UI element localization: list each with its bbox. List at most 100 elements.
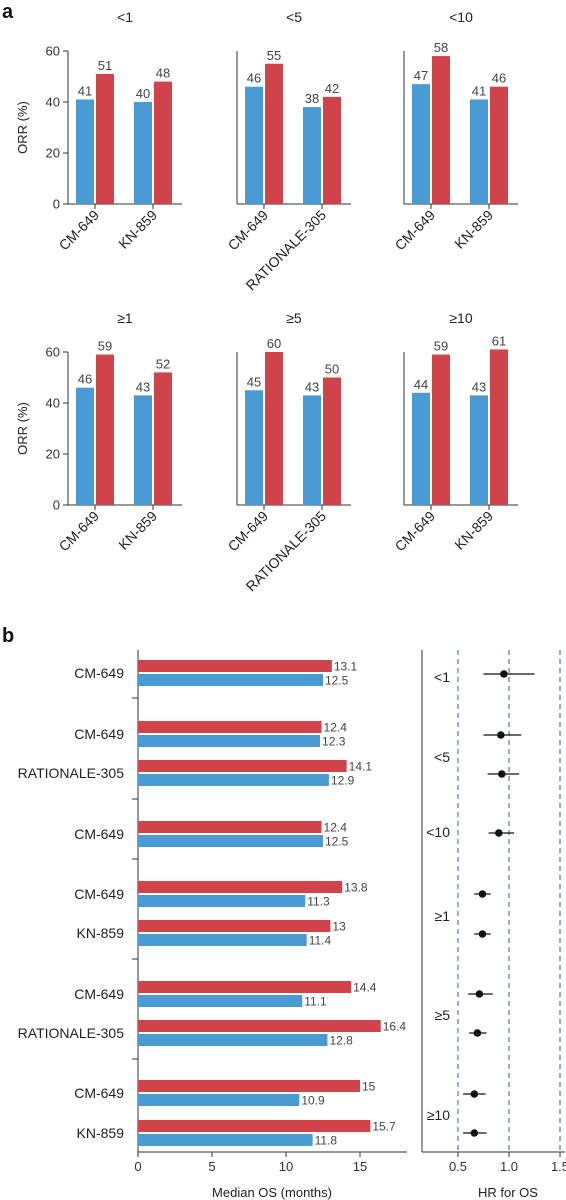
data-label: 47 (414, 68, 428, 83)
bar-blue (470, 395, 488, 505)
bar-red (138, 981, 352, 993)
hr-point-2 (483, 731, 522, 739)
data-label: 60 (267, 336, 281, 351)
bar-red (323, 96, 341, 204)
hr-point (478, 930, 487, 938)
bar-red (138, 1020, 381, 1032)
data-label: 48 (156, 66, 170, 81)
data-label: 11.4 (309, 934, 332, 948)
os-row-4: 12.412.5 CM-649 (74, 821, 348, 849)
hr-point (498, 770, 506, 778)
panel-b-letter: b (2, 625, 14, 647)
bar-blue (76, 387, 94, 505)
os-row-10: 15.7 11.8 KN-859 (77, 1120, 397, 1148)
panel-a-letter: a (2, 1, 14, 23)
bar-red (490, 349, 508, 505)
bar-blue (412, 392, 430, 505)
data-label: 11.8 (315, 1134, 338, 1148)
y-tick-label: 40 (46, 396, 60, 411)
data-label: 12.9 (331, 774, 355, 788)
group-label: ≥10 (427, 1107, 450, 1123)
hr-point (497, 731, 505, 739)
bar-blue (76, 99, 94, 204)
orr-subchart-6: ≥10 44 59 CM-649 43 61 KN-859 (392, 310, 518, 554)
bar-blue (134, 395, 152, 505)
data-label: 11.3 (307, 895, 330, 909)
os-row-9: 15 10.9 CM-649 (74, 1080, 375, 1108)
group-label: ≥1 (435, 908, 451, 924)
row-label: CM-649 (74, 1085, 124, 1101)
bar-blue (138, 995, 303, 1007)
subchart-title: ≥10 (449, 310, 472, 326)
data-label: 50 (325, 362, 339, 377)
y-tick-label: 0 (53, 197, 60, 212)
hr-point-1 (483, 670, 535, 678)
data-label: 12.5 (325, 835, 349, 849)
data-label: 16.4 (383, 1020, 407, 1034)
data-label: 10.9 (301, 1094, 325, 1108)
data-label: 55 (267, 48, 281, 63)
data-label: 12.5 (325, 674, 349, 688)
x-tick-label: 1.5 (551, 1159, 566, 1174)
x-tick-label: 10 (279, 1159, 293, 1174)
data-label: 59 (434, 339, 448, 354)
os-row-3: 14.112.9 RATIONALE-305 (18, 760, 373, 788)
bar-red (490, 86, 508, 204)
data-label: 41 (78, 83, 92, 98)
y-tick-label: 0 (53, 498, 60, 513)
hr-point-4 (488, 829, 515, 837)
y-tick-label: 60 (46, 44, 60, 59)
x-tick-label: CM-649 (56, 508, 103, 555)
data-label: 52 (156, 356, 170, 371)
os-row-2: 12.412.3 CM-649 (74, 721, 347, 749)
x-tick-label: 15 (353, 1159, 367, 1174)
bar-red (154, 81, 172, 204)
y-axis-title: ORR (%) (15, 101, 30, 154)
bar-red (265, 63, 283, 204)
bar-blue (138, 674, 323, 686)
x-tick-label: KN-859 (115, 508, 160, 553)
row-label: CM-649 (74, 726, 124, 742)
group-label: <10 (426, 824, 450, 840)
hr-point (500, 670, 508, 678)
orr-subchart-1: <1 0 20 40 60 ORR (%) 41 51 CM-649 40 48 KN-859 (15, 9, 182, 253)
data-label: 12.8 (329, 1034, 353, 1048)
x-axis-title: HR for OS (478, 1185, 538, 1200)
data-label: 41 (472, 83, 486, 98)
data-label: 46 (247, 71, 261, 86)
x-tick-label: KN-859 (115, 207, 160, 252)
row-label: KN-859 (77, 1125, 125, 1141)
data-label: 42 (325, 81, 339, 96)
hr-point (470, 1129, 479, 1137)
data-label: 15.7 (372, 1120, 396, 1134)
subchart-title: ≥1 (117, 310, 133, 326)
row-label: CM-649 (74, 886, 124, 902)
subchart-title: <5 (286, 9, 302, 25)
row-label: KN-859 (77, 925, 125, 941)
subchart-title: <10 (449, 9, 473, 25)
hr-point (478, 890, 487, 898)
data-label: 61 (492, 333, 506, 348)
x-tick-label: 1.0 (500, 1159, 518, 1174)
row-label: CM-649 (74, 826, 124, 842)
bar-blue (245, 390, 263, 505)
group-label: <1 (434, 669, 450, 685)
bar-blue (138, 895, 306, 907)
x-tick-label: KN-859 (451, 207, 496, 252)
data-label: 58 (434, 40, 448, 55)
y-tick-label: 20 (46, 146, 60, 161)
subchart-title: ≥5 (286, 310, 302, 326)
y-tick-label: 60 (46, 345, 60, 360)
hr-point (473, 1029, 482, 1037)
row-label: CM-649 (74, 986, 124, 1002)
row-label: CM-649 (74, 665, 124, 681)
bar-blue (245, 86, 263, 204)
data-label: 40 (136, 86, 150, 101)
y-tick-label: 20 (46, 447, 60, 462)
bar-blue (138, 835, 323, 847)
x-tick-label: KN-859 (451, 508, 496, 553)
orr-subchart-4: ≥1 0 20 40 60 ORR (%) 46 59 CM-649 43 52 KN-859 (15, 310, 182, 554)
